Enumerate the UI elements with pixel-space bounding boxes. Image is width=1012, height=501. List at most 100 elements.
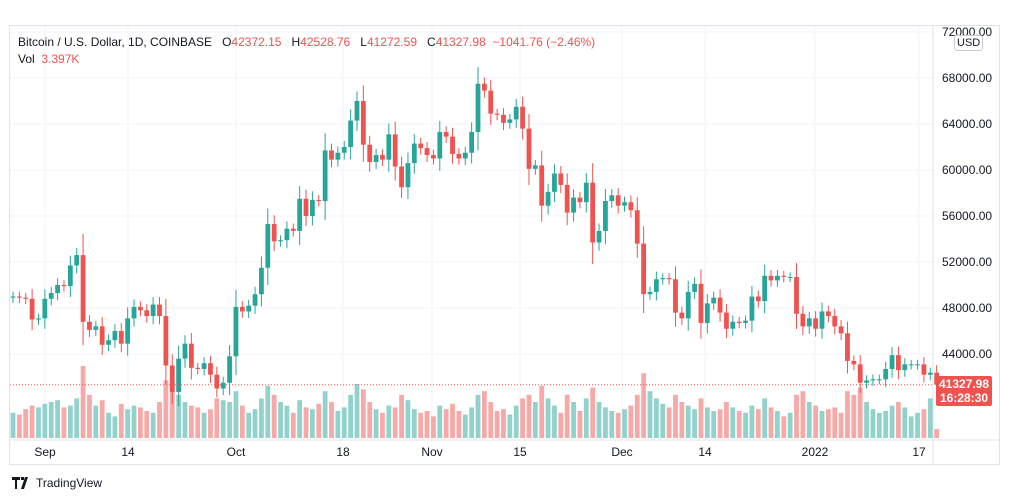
candle-body [775, 275, 780, 281]
y-tick-label: 52000.00 [942, 255, 992, 269]
candle-body [501, 114, 506, 123]
candle-body [380, 155, 385, 160]
candle-body [577, 197, 583, 203]
volume-bar [188, 405, 194, 438]
chart-frame [9, 25, 1000, 465]
volume-bar [749, 405, 755, 438]
volume-bar [450, 403, 455, 438]
candle-body [794, 276, 799, 314]
x-tick-label: 2022 [802, 445, 829, 459]
volume-bar [857, 387, 863, 438]
volume-bar [144, 411, 150, 438]
candle-body [456, 153, 462, 159]
volume-bar [220, 400, 226, 438]
volume-bar [896, 402, 901, 438]
currency-button[interactable]: USD [954, 35, 984, 51]
candle-body [411, 143, 417, 164]
volume-bar [386, 405, 392, 438]
open-value: 42372.15 [231, 35, 282, 49]
volume-bar [876, 412, 882, 438]
candle-body [813, 318, 819, 329]
tradingview-logo[interactable]: TradingView [12, 476, 102, 490]
volume-bar [214, 398, 220, 438]
candle-body [915, 364, 920, 366]
candle-body [864, 380, 869, 383]
volume-bar [431, 416, 436, 438]
candle-body [781, 275, 787, 277]
candle-body [603, 201, 608, 231]
candle-body [819, 311, 825, 329]
candle-body [539, 165, 545, 206]
volume-bar [233, 391, 239, 438]
candle-body [341, 147, 347, 153]
candle-body [93, 326, 99, 330]
last-price-tag: 41327.98 16:28:30 [936, 376, 992, 406]
volume-bar [475, 394, 481, 438]
candle-body [736, 321, 742, 323]
volume-bar [297, 400, 303, 438]
candle-body [870, 379, 876, 381]
volume-bar [373, 409, 379, 438]
volume-bar [832, 407, 838, 438]
volume-bar [806, 402, 812, 438]
volume-bar [348, 394, 354, 438]
candle-body [80, 255, 86, 322]
change-value: −1041.76 (−2.46%) [492, 35, 596, 49]
x-tick-label: 14 [121, 445, 135, 459]
volume-bar [596, 402, 602, 438]
volume-bar [259, 398, 264, 438]
candle-body [271, 224, 277, 242]
volume-bar [775, 411, 780, 438]
candle-body [74, 255, 80, 266]
volume-bar [883, 411, 889, 438]
candle-body [329, 150, 334, 160]
candle-body [418, 143, 424, 149]
candle-body [309, 199, 315, 216]
volume-bar [634, 394, 640, 438]
volume-bar [23, 409, 29, 438]
candle-body [845, 333, 850, 361]
candle-body [615, 195, 621, 206]
volume-bar [469, 407, 475, 438]
volume-bar [360, 389, 366, 438]
volume-bar [367, 402, 373, 438]
candle-body [443, 132, 449, 137]
x-tick-label: Oct [227, 445, 246, 459]
candle-body [367, 144, 373, 162]
candle-body [851, 360, 857, 365]
volume-bar [138, 407, 143, 438]
volume-bar [768, 407, 774, 438]
candle-body [392, 134, 398, 167]
candle-body [150, 304, 156, 317]
x-tick-label: 15 [513, 445, 527, 459]
candle-body [558, 173, 564, 185]
x-tick-label: Nov [421, 445, 442, 459]
x-tick-label: Dec [611, 445, 632, 459]
volume-bar [157, 402, 162, 438]
candle-body [832, 316, 838, 327]
candle-body [284, 228, 290, 241]
volume-bar [106, 412, 111, 438]
candle-body [195, 367, 201, 369]
volume-bar [813, 405, 819, 438]
candle-body [488, 90, 494, 114]
candle-body [921, 364, 927, 375]
candle-body [437, 132, 443, 159]
candle-body [825, 311, 831, 317]
candle-body [717, 297, 723, 313]
candle-body [800, 313, 806, 327]
volume-bar [462, 414, 468, 438]
volume-bar [628, 405, 634, 438]
candle-body [29, 298, 35, 320]
volume-bar [685, 405, 691, 438]
volume-bar [698, 398, 704, 438]
volume-bar [201, 412, 207, 438]
volume-bar [195, 407, 201, 438]
candle-body [590, 182, 596, 243]
volume-bar [673, 394, 678, 438]
volume-bar [653, 398, 659, 438]
volume-bar [851, 394, 857, 438]
candle-body [896, 355, 901, 371]
candle-body [755, 296, 761, 302]
